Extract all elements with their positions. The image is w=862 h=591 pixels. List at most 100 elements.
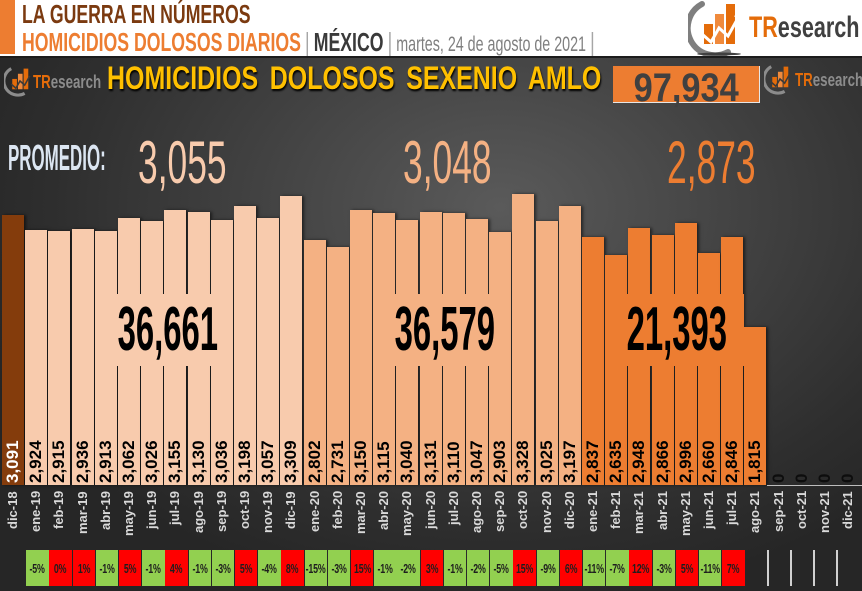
month-label: feb-19 bbox=[51, 491, 67, 530]
pct-change-value: -1% bbox=[99, 560, 115, 576]
pct-change-value: -1% bbox=[447, 560, 463, 576]
pct-change-value: -1% bbox=[192, 560, 208, 576]
pct-change-value: 15% bbox=[516, 560, 534, 576]
bar-oct-20 bbox=[512, 194, 535, 485]
bar-value-label: 2,948 bbox=[629, 440, 649, 483]
month-label: oct-21 bbox=[793, 491, 809, 530]
bar-value-label: 2,915 bbox=[49, 440, 69, 483]
tresearch-logo-icon bbox=[688, 1, 742, 56]
annual-total-2019-value: 36,661 bbox=[117, 295, 218, 364]
bar-mar-19 bbox=[71, 228, 94, 485]
bar-value-label: 3,131 bbox=[420, 440, 440, 483]
bar-ago-21 bbox=[744, 326, 767, 485]
grand-total-value: 97,934 bbox=[613, 66, 759, 110]
month-label: jul-19 bbox=[167, 491, 183, 525]
month-label: feb-20 bbox=[329, 491, 345, 530]
header-subtitle-line: HOMICIDIOS DOLOSOS DIARIOS | MÉXICO | martes… bbox=[22, 29, 599, 58]
pct-change-cell: 15% bbox=[513, 550, 536, 586]
header-separator: | bbox=[387, 27, 393, 57]
month-label: may-21 bbox=[677, 491, 693, 536]
pct-change-value: -11% bbox=[700, 560, 721, 576]
header-date: martes, 24 de agosto de 2021 bbox=[396, 33, 586, 56]
month-label: mar-19 bbox=[74, 491, 90, 534]
bar-value-label: 1,815 bbox=[745, 440, 765, 483]
pct-change-cell: -4% bbox=[258, 550, 281, 586]
month-label: jun-20 bbox=[422, 491, 438, 530]
pct-empty-separator bbox=[789, 550, 792, 586]
pct-change-cell: -5% bbox=[26, 550, 49, 586]
pct-change-value: -4% bbox=[261, 560, 277, 576]
bar-value-label: 2,846 bbox=[722, 440, 742, 483]
pct-change-value: 4% bbox=[170, 560, 183, 576]
pct-change-value: -3% bbox=[656, 560, 672, 576]
pct-change-cell: 4% bbox=[165, 550, 188, 586]
month-label: nov-20 bbox=[538, 491, 554, 533]
logo-rest: esearch bbox=[50, 72, 102, 92]
bar-value-label: 2,802 bbox=[304, 440, 324, 483]
pct-change-cell: 5% bbox=[235, 550, 258, 586]
bar-dic-18 bbox=[2, 215, 24, 485]
pct-change-value: -3% bbox=[331, 560, 347, 576]
month-label: sep-20 bbox=[492, 491, 508, 533]
bar-value-label: 2,837 bbox=[583, 440, 602, 483]
header-subtitle: HOMICIDIOS DOLOSOS DIARIOS bbox=[22, 27, 301, 57]
pct-change-value: 5% bbox=[680, 560, 694, 576]
month-label: mar-21 bbox=[631, 491, 647, 534]
month-label: nov-19 bbox=[260, 491, 276, 533]
month-label: feb-21 bbox=[608, 491, 624, 530]
header-divider bbox=[0, 56, 862, 58]
bar-value-label: 0 bbox=[768, 473, 788, 483]
pct-change-value: -2% bbox=[470, 560, 486, 576]
bar-feb-19 bbox=[48, 230, 71, 485]
pct-change-cell: -1% bbox=[374, 550, 397, 586]
month-label: jun-21 bbox=[701, 491, 716, 530]
month-label: abr-20 bbox=[376, 491, 392, 531]
pct-change-value: 7% bbox=[727, 560, 740, 576]
pct-change-cell: -15% bbox=[304, 550, 327, 586]
bar-value-label: 3,309 bbox=[281, 440, 301, 483]
header-separator: | bbox=[305, 27, 310, 57]
month-label: ago-21 bbox=[747, 491, 763, 533]
month-label: jul-21 bbox=[724, 491, 740, 525]
bar-value-label: 3,198 bbox=[235, 440, 254, 483]
pct-change-cell: -3% bbox=[327, 550, 351, 586]
pct-empty-separator bbox=[836, 550, 839, 586]
bar-value-label: 2,903 bbox=[490, 440, 510, 483]
pct-change-cell: -3% bbox=[211, 550, 235, 586]
average-2021: 2,873 bbox=[667, 129, 756, 196]
header-separator: | bbox=[590, 27, 595, 57]
bar-dic-19 bbox=[280, 196, 303, 485]
annual-total-2019: 36,661 bbox=[107, 294, 228, 366]
pct-empty-separator bbox=[813, 550, 815, 586]
bar-value-label: 0 bbox=[815, 473, 834, 483]
header-accent-stripe bbox=[0, 0, 15, 54]
pct-change-cell: -3% bbox=[652, 550, 675, 586]
tresearch-logo-small-left-icon bbox=[4, 67, 31, 97]
logo-accent: TR bbox=[795, 70, 813, 90]
bar-ene-19 bbox=[25, 229, 48, 485]
pct-change-cell: -2% bbox=[397, 550, 420, 586]
tresearch-logo-small-right-icon bbox=[764, 65, 791, 95]
pct-change-cell: -5% bbox=[490, 550, 513, 586]
bar-value-label: 3,025 bbox=[536, 440, 556, 483]
month-label: dic-18 bbox=[5, 491, 20, 529]
bar-value-label: 0 bbox=[838, 473, 858, 483]
bar-value-label: 3,062 bbox=[119, 440, 138, 483]
pct-change-cell: 7% bbox=[722, 550, 745, 586]
bar-value-label: 2,660 bbox=[699, 440, 718, 483]
bar-feb-20 bbox=[326, 246, 349, 485]
bar-value-label: 2,913 bbox=[95, 440, 115, 483]
bar-value-label: 0 bbox=[791, 473, 811, 483]
pct-change-cell: 5% bbox=[675, 550, 699, 586]
logo-accent: TR bbox=[749, 11, 778, 44]
month-label: sep-21 bbox=[770, 491, 786, 533]
pct-change-cell: -11% bbox=[699, 550, 722, 586]
pct-change-cell: 0% bbox=[49, 550, 72, 586]
pct-change-value: 1% bbox=[77, 560, 91, 576]
average-2020: 3,048 bbox=[403, 129, 492, 196]
average-label: PROMEDIO: bbox=[8, 137, 106, 178]
pct-change-cell: 5% bbox=[119, 550, 142, 586]
bar-value-label: 3,130 bbox=[188, 440, 208, 483]
bar-nov-20 bbox=[535, 220, 558, 485]
bar-value-label: 3,155 bbox=[165, 440, 185, 483]
